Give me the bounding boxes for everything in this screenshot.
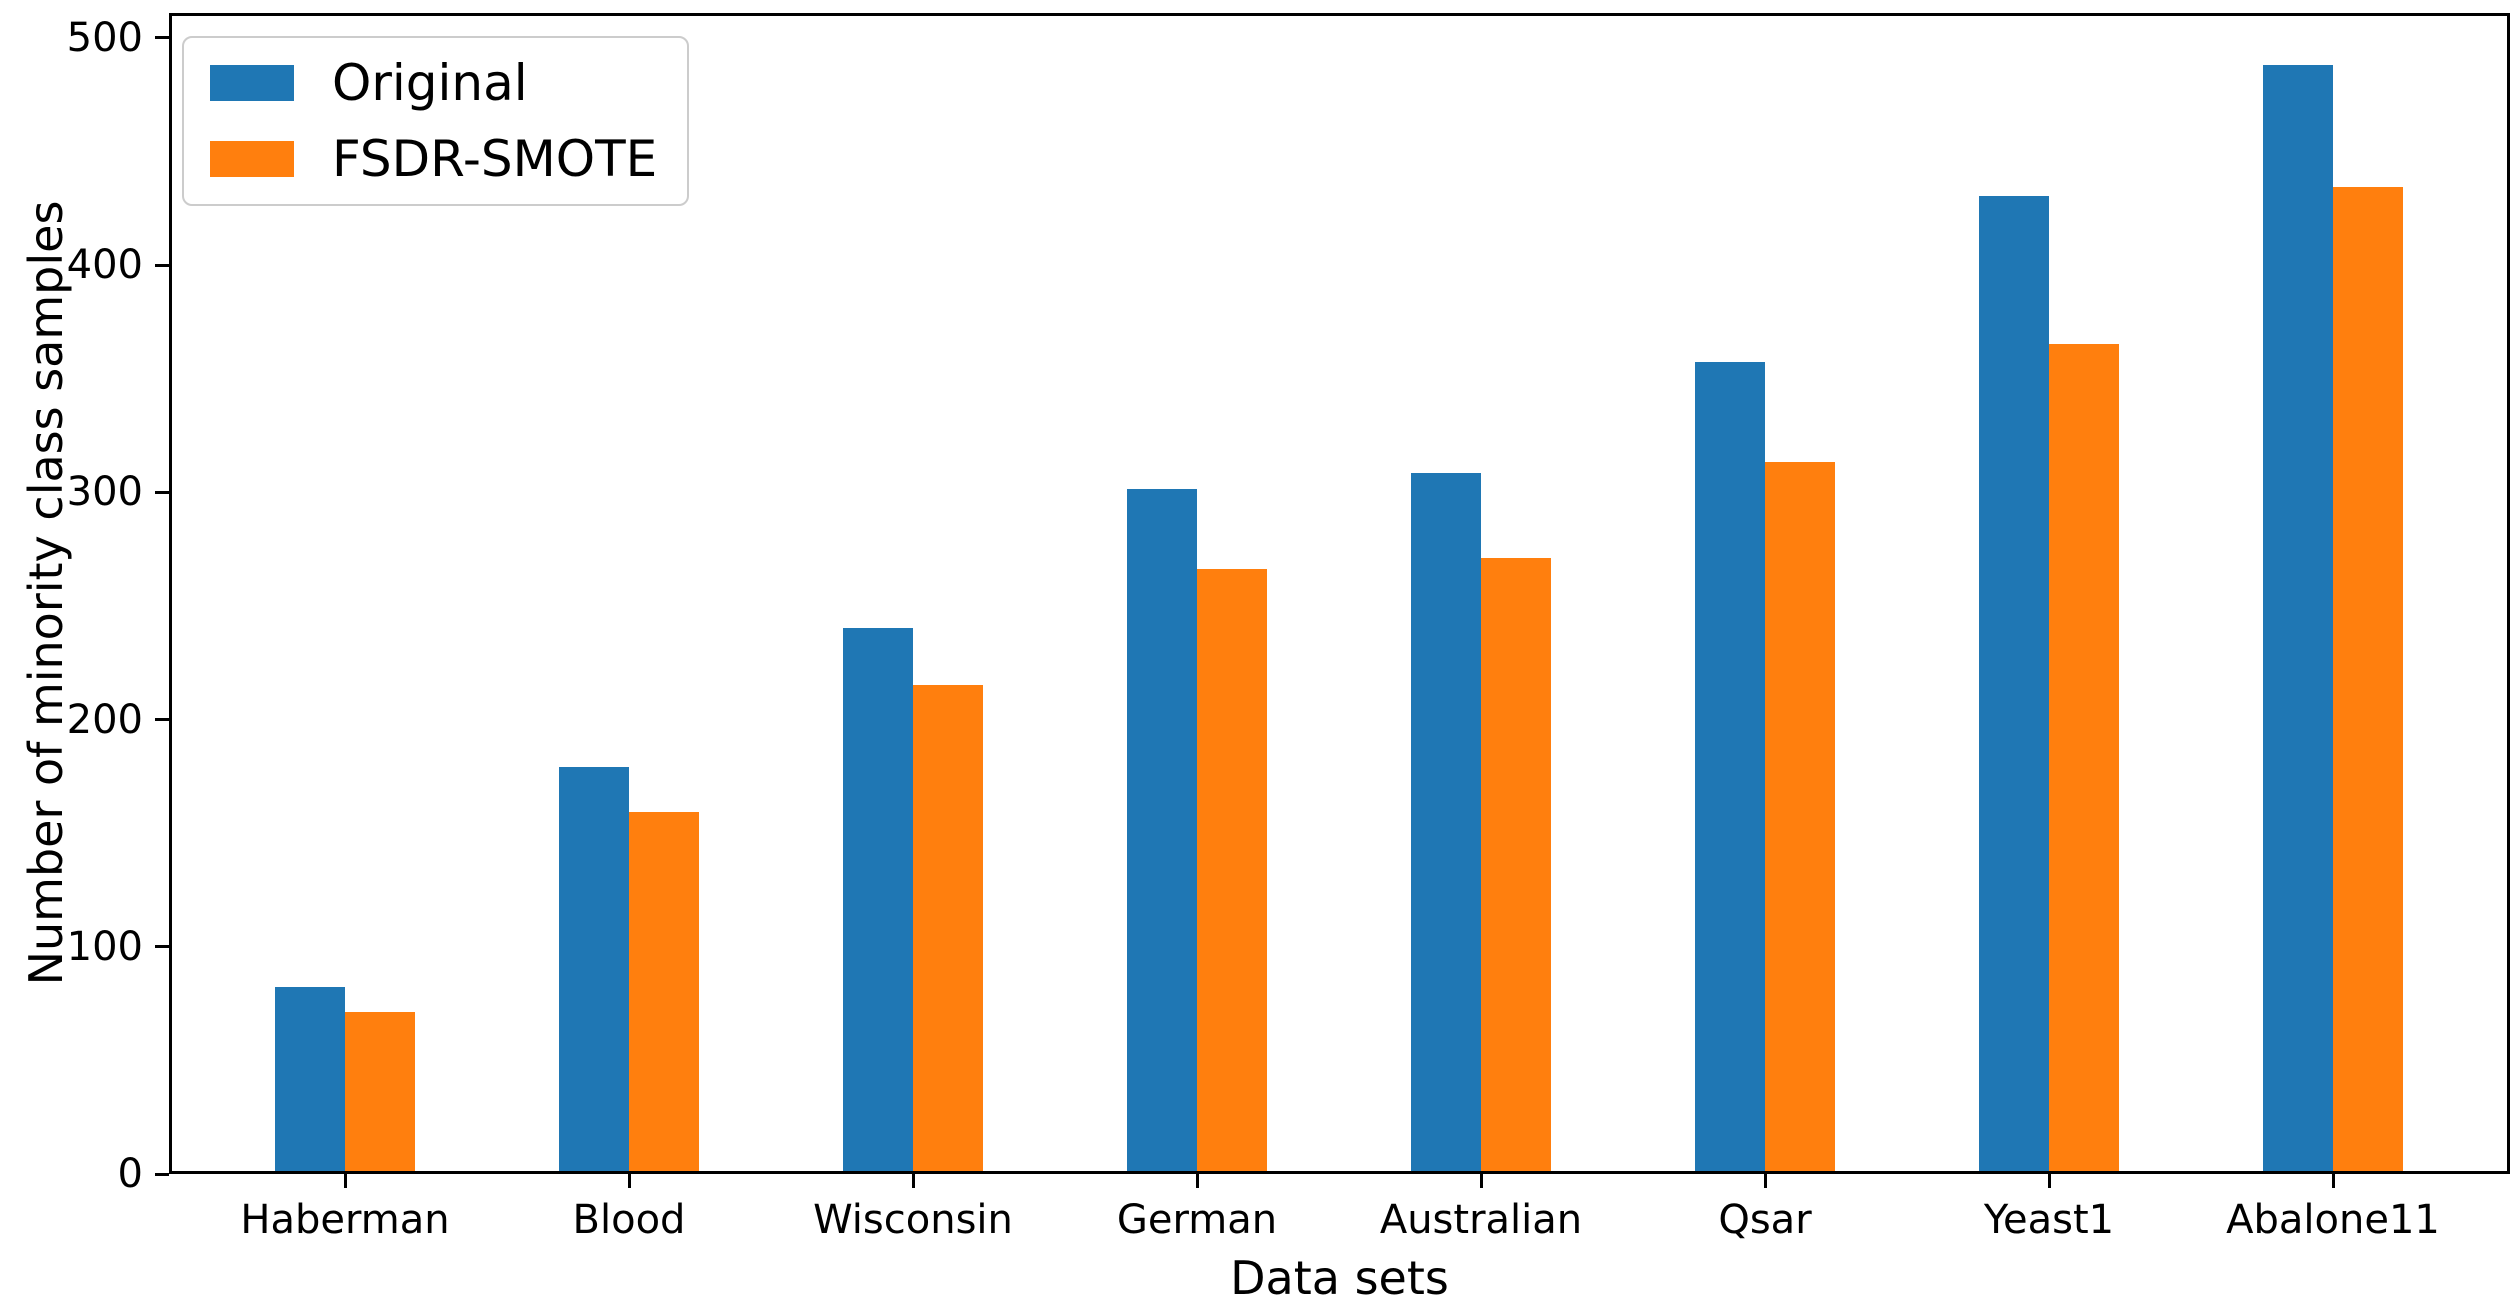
x-tick-mark (1763, 1174, 1767, 1188)
y-tick-label: 400 (66, 242, 143, 289)
x-tick-mark (1195, 1174, 1199, 1188)
x-tick-label: Yeast1 (1983, 1197, 2115, 1243)
bar-original-abalone11 (2263, 65, 2333, 1171)
legend: Original FSDR-SMOTE (182, 36, 690, 206)
x-tick-label: Abalone11 (2226, 1197, 2440, 1243)
legend-swatch-fsdr-smote (210, 141, 294, 177)
y-axis-title: Number of minority class samples (19, 200, 73, 986)
y-tick-mark (155, 490, 169, 494)
x-tick-mark (343, 1174, 347, 1188)
y-tick-mark (155, 945, 169, 949)
x-tick-label: Qsar (1718, 1197, 1812, 1243)
y-tick-mark (155, 36, 169, 40)
bar-fsdr-smote-blood (629, 812, 699, 1171)
y-tick-label: 300 (66, 469, 143, 516)
bar-fsdr-smote-yeast1 (2049, 344, 2119, 1171)
bar-fsdr-smote-haberman (345, 1012, 415, 1171)
y-tick-mark (155, 1172, 169, 1176)
y-tick-label: 0 (117, 1151, 143, 1197)
legend-item-original: Original (210, 56, 657, 110)
y-tick-label: 500 (66, 14, 143, 61)
x-tick-mark (627, 1174, 631, 1188)
legend-swatch-original (210, 65, 294, 101)
y-tick-mark (155, 718, 169, 722)
bar-fsdr-smote-abalone11 (2333, 187, 2403, 1171)
x-tick-mark (2331, 1174, 2335, 1188)
legend-label-original: Original (332, 54, 528, 112)
plot-area: Original FSDR-SMOTE (169, 13, 2510, 1174)
x-tick-label: Haberman (240, 1197, 450, 1243)
bar-original-wisconsin (843, 628, 913, 1171)
x-tick-mark (1479, 1174, 1483, 1188)
bar-original-qsar (1695, 362, 1765, 1171)
bar-original-yeast1 (1979, 196, 2049, 1171)
bar-fsdr-smote-wisconsin (913, 685, 983, 1171)
y-tick-label: 100 (66, 923, 143, 970)
y-tick-label: 200 (66, 696, 143, 743)
x-tick-label: Australian (1379, 1197, 1583, 1243)
x-tick-mark (911, 1174, 915, 1188)
bar-fsdr-smote-qsar (1765, 462, 1835, 1171)
x-tick-label: Wisconsin (813, 1197, 1013, 1243)
bar-original-german (1127, 489, 1197, 1171)
bar-original-blood (559, 767, 629, 1171)
bar-fsdr-smote-german (1197, 569, 1267, 1171)
legend-item-fsdr-smote: FSDR-SMOTE (210, 132, 657, 186)
x-tick-label: German (1116, 1197, 1278, 1243)
y-tick-mark (155, 263, 169, 267)
x-axis-title: Data sets (1230, 1251, 1449, 1305)
bar-original-haberman (275, 987, 345, 1171)
x-tick-label: Blood (572, 1197, 686, 1243)
bar-fsdr-smote-australian (1481, 558, 1551, 1171)
x-tick-mark (2047, 1174, 2051, 1188)
bar-original-australian (1411, 473, 1481, 1171)
legend-label-fsdr-smote: FSDR-SMOTE (332, 130, 658, 188)
